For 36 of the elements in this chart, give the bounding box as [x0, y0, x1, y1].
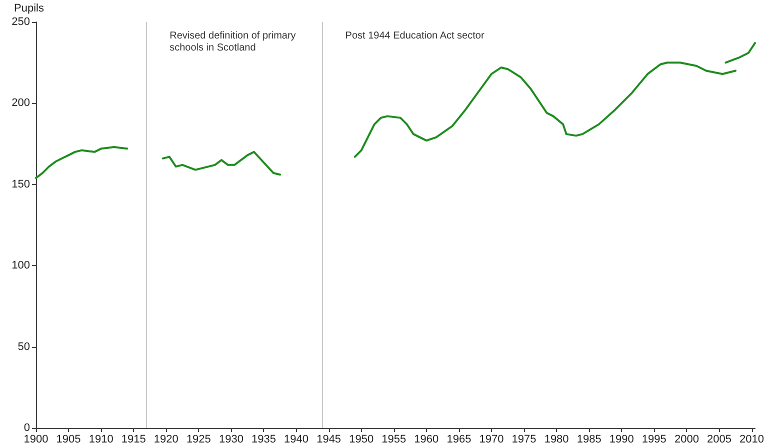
y-tick-label: 150 — [12, 178, 30, 190]
x-tick-label: 1980 — [544, 434, 569, 446]
x-tick-label: 1940 — [284, 434, 309, 446]
x-tick-label: 1930 — [218, 434, 244, 446]
y-tick-label: 250 — [12, 16, 30, 28]
x-tick-label: 1935 — [252, 434, 276, 446]
ref-line-label: Revised definition of primary schools in Scotland — [170, 30, 299, 54]
line-series — [354, 62, 736, 158]
x-tick-label: 1960 — [414, 434, 439, 446]
x-tick-label: 1925 — [186, 434, 211, 446]
x-tick-label: 1985 — [576, 434, 602, 446]
y-tick-label: 100 — [12, 260, 30, 272]
y-axis-title: Pupils — [14, 2, 44, 14]
x-tick-label: 1990 — [609, 434, 634, 446]
x-tick-label: 2010 — [740, 434, 764, 446]
x-tick-label: 1900 — [24, 434, 48, 446]
x-tick-label: 1945 — [316, 434, 342, 446]
y-tick-label: 0 — [24, 422, 30, 434]
line-series — [35, 146, 128, 179]
x-tick-label: 2005 — [706, 434, 732, 446]
x-tick-label: 1905 — [56, 434, 81, 446]
y-tick-label: 200 — [12, 97, 30, 110]
x-tick-label: 2000 — [674, 434, 699, 446]
line-series — [162, 150, 282, 176]
x-tick-label: 1950 — [349, 434, 374, 446]
x-tick-label: 1975 — [512, 434, 536, 446]
line-series — [724, 42, 756, 64]
x-tick-label: 1965 — [446, 434, 472, 446]
ref-line-label: Post 1944 Education Act sector — [345, 30, 485, 42]
x-tick-label: 1915 — [121, 434, 146, 446]
x-tick-label: 1920 — [154, 434, 178, 446]
x-tick-label: 1910 — [88, 434, 114, 446]
x-tick-label: 1955 — [382, 434, 406, 446]
x-tick-label: 1970 — [479, 434, 504, 446]
y-tick-label: 50 — [18, 340, 30, 353]
x-tick-label: 1995 — [642, 434, 666, 446]
